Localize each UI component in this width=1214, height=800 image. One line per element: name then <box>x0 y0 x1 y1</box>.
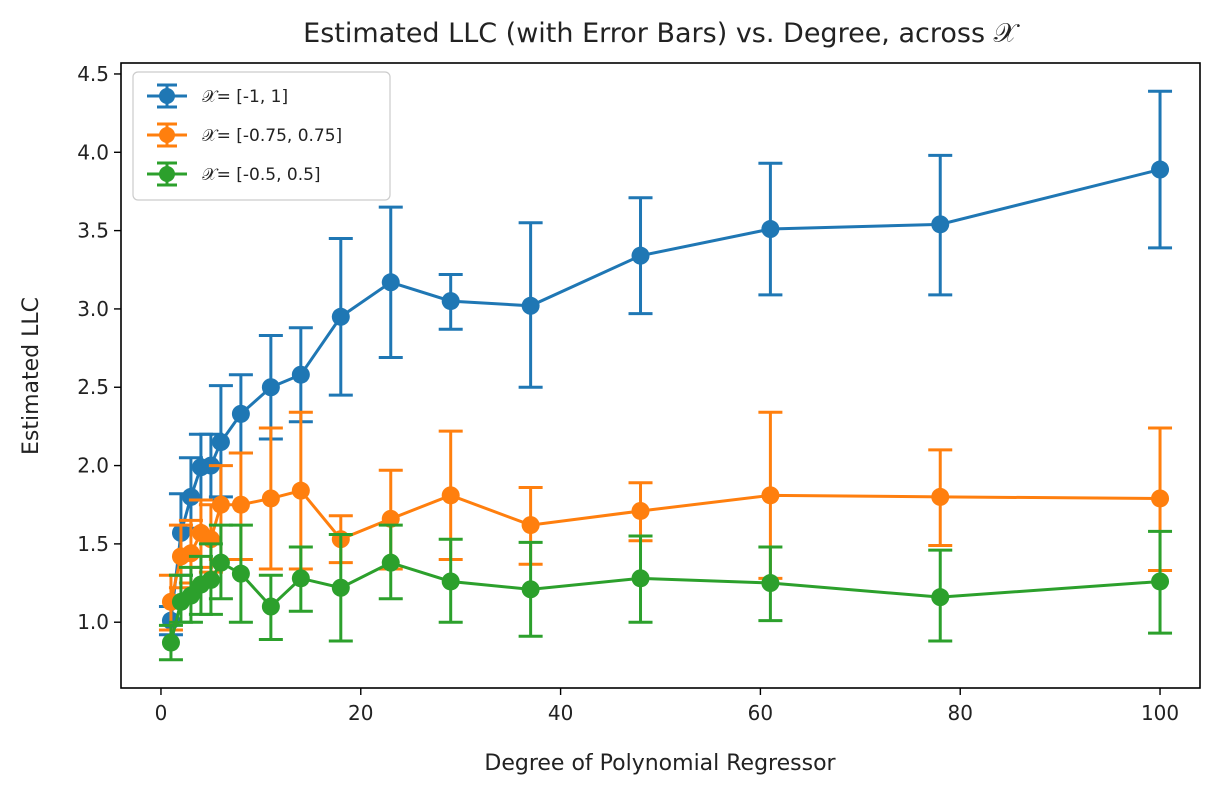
data-point <box>291 569 310 588</box>
data-point <box>261 378 280 397</box>
data-point <box>261 489 280 508</box>
data-point <box>1151 489 1170 508</box>
data-point <box>761 486 780 505</box>
x-tick-label: 0 <box>155 701 168 725</box>
y-tick-label: 2.0 <box>77 454 109 478</box>
legend-label: 𝒳= [-0.75, 0.75] <box>202 126 342 146</box>
data-point <box>201 570 220 589</box>
legend-label: 𝒳= [-0.5, 0.5] <box>202 165 321 185</box>
data-point <box>231 495 250 514</box>
data-point <box>331 307 350 326</box>
data-point <box>521 296 540 315</box>
data-point <box>381 553 400 572</box>
data-point <box>161 633 180 652</box>
axes: 0 20 40 60 80 100 1.0 1.5 2.0 2.5 3.0 3.5 4.0 4.5 <box>77 62 1179 725</box>
data-point <box>441 572 460 591</box>
data-point <box>1151 160 1170 179</box>
y-tick-label: 4.5 <box>77 62 109 86</box>
y-tick-label: 2.5 <box>77 375 109 399</box>
x-tick-label: 80 <box>947 701 972 725</box>
data-point <box>521 516 540 535</box>
legend-marker <box>159 88 175 104</box>
data-point <box>291 481 310 500</box>
data-point <box>761 220 780 239</box>
data-point <box>931 588 950 607</box>
series-line <box>169 488 1161 603</box>
y-tick-label: 4.0 <box>77 140 109 164</box>
x-tick-label: 60 <box>748 701 773 725</box>
data-point <box>211 495 230 514</box>
data-point <box>381 273 400 292</box>
data-point <box>931 215 950 234</box>
series-3 <box>158 523 1173 662</box>
data-point <box>441 292 460 311</box>
data-point <box>631 246 650 265</box>
data-point <box>381 509 400 528</box>
data-point <box>231 404 250 423</box>
x-axis-label: Degree of Polynomial Regressor <box>484 751 836 776</box>
legend-marker <box>159 127 175 143</box>
data-point <box>181 487 200 506</box>
data-point <box>441 486 460 505</box>
x-tick-label: 40 <box>548 701 573 725</box>
y-tick-label: 1.0 <box>77 610 109 634</box>
data-point <box>761 574 780 593</box>
plot-frame <box>120 62 1201 689</box>
data-point <box>181 544 200 563</box>
y-tick-label: 3.0 <box>77 297 109 321</box>
data-point <box>211 553 230 572</box>
data-point <box>231 564 250 583</box>
series-line <box>169 168 1161 621</box>
data-point <box>261 597 280 616</box>
series-2 <box>158 410 1173 632</box>
legend: 𝒳= [-1, 1] 𝒳= [-0.75, 0.75] 𝒳= [-0.5, 0.5] <box>132 71 391 201</box>
x-tick-label: 20 <box>348 701 373 725</box>
legend-label: 𝒳= [-1, 1] <box>202 87 288 107</box>
x-tick-label: 100 <box>1141 701 1179 725</box>
data-point <box>1151 572 1170 591</box>
data-point <box>291 365 310 384</box>
legend-box <box>132 71 391 201</box>
series-line <box>169 560 1161 643</box>
data-point <box>211 433 230 452</box>
data-point <box>331 578 350 597</box>
data-point <box>631 569 650 588</box>
data-point <box>521 580 540 599</box>
data-point <box>931 487 950 506</box>
y-tick-label: 3.5 <box>77 219 109 243</box>
legend-marker <box>159 166 175 182</box>
data-point <box>631 501 650 520</box>
chart-title: Estimated LLC (with Error Bars) vs. Degr… <box>303 18 1020 49</box>
series-1 <box>158 89 1173 637</box>
plot-marks <box>158 89 1173 662</box>
y-axis-label: Estimated LLC <box>19 297 44 455</box>
y-tick-label: 1.5 <box>77 532 109 556</box>
